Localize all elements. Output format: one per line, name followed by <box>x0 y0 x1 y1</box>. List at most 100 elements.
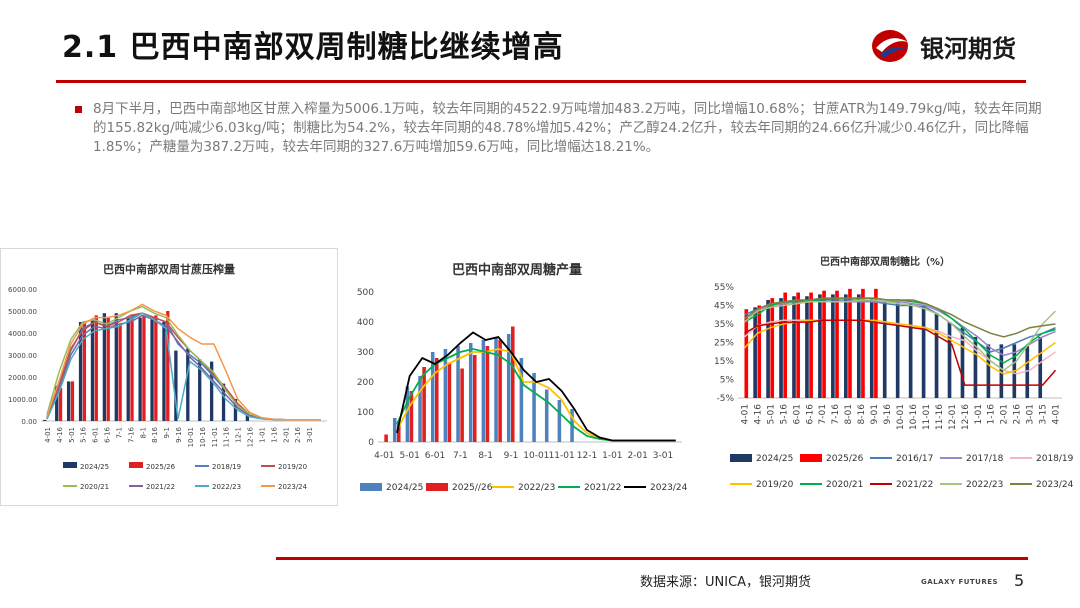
bar-202526 <box>874 288 878 398</box>
bar-202526 <box>435 358 439 442</box>
legend-swatch <box>63 462 77 468</box>
x-tick-label: 11-01 <box>922 404 932 430</box>
legend-swatch <box>800 454 822 462</box>
data-source: 数据来源：UNICA，银河期货 <box>640 575 812 590</box>
x-tick-label: 1-01 <box>974 404 984 424</box>
bar-202526 <box>58 388 63 421</box>
bar-202526 <box>757 305 762 398</box>
bar-202526 <box>809 292 813 398</box>
legend-label: 2025/26 <box>146 463 176 471</box>
x-tick-label: 7-1 <box>453 451 468 461</box>
legend-label: 2018/19 <box>1036 454 1074 464</box>
legend-label: 2022/23 <box>212 483 241 491</box>
bar-202425 <box>869 298 874 398</box>
bar-202425 <box>126 317 130 421</box>
line-201920 <box>46 312 321 421</box>
x-tick-label: 10-01 <box>523 451 549 461</box>
bar-202526 <box>770 298 775 398</box>
y-tick-label: 5% <box>720 376 735 386</box>
bar-202425 <box>934 312 939 398</box>
bar-202425 <box>481 340 486 442</box>
bar-202425 <box>986 344 991 398</box>
x-tick-label: 4-16 <box>56 426 64 442</box>
x-tick-label: 11-01 <box>211 427 219 447</box>
chart-title: 巴西中南部双周制糖比（%） <box>820 255 950 268</box>
y-tick-label: 25% <box>714 339 734 349</box>
y-tick-label: 55% <box>714 283 734 293</box>
x-tick-label: 9-01 <box>870 404 880 424</box>
y-tick-label: 3000.00 <box>8 352 37 360</box>
x-tick-label: 9-16 <box>883 404 893 425</box>
x-tick-label: 6-01 <box>425 451 445 461</box>
bar-202425 <box>779 298 783 398</box>
y-tick-label: 15% <box>714 357 734 367</box>
x-tick-label: 4-16 <box>753 404 763 425</box>
bar-202425 <box>844 294 848 398</box>
y-tick-label: 200 <box>357 378 374 388</box>
y-tick-label: 0.00 <box>21 418 37 426</box>
header-divider <box>56 80 1026 83</box>
legend-swatch <box>360 483 382 491</box>
bar-202526 <box>498 340 502 442</box>
bar-202425 <box>494 337 498 442</box>
legend-label: 2021/22 <box>146 483 175 491</box>
line-202324 <box>46 303 321 421</box>
legend-label: 2023/24 <box>650 483 688 493</box>
bar-202526 <box>384 434 388 442</box>
x-tick-label: 8-16 <box>151 426 159 442</box>
line-202223 <box>744 299 1057 372</box>
x-tick-label: 10-16 <box>909 404 919 430</box>
bar-202425 <box>66 381 71 421</box>
bar-202425 <box>468 343 473 442</box>
y-tick-label: 300 <box>357 348 374 358</box>
bar-202425 <box>186 348 190 421</box>
galaxy-logo: 银河期货 <box>870 26 1030 66</box>
bar-202526 <box>796 292 800 398</box>
bar-202425 <box>947 322 952 398</box>
x-tick-label: 9-1 <box>163 427 171 438</box>
bar-202425 <box>162 322 166 421</box>
x-tick-label: 12-01 <box>948 404 958 430</box>
line-202324 <box>396 331 676 442</box>
bar-202425 <box>443 349 448 442</box>
summary-text: 8月下半月，巴西中南部地区甘蔗入榨量为5006.1万吨，较去年同期的4522.9… <box>93 101 1042 155</box>
bar-202425 <box>856 294 861 398</box>
bar-202425 <box>895 301 900 398</box>
legend-label: 2021/22 <box>584 483 621 493</box>
line-202122 <box>744 319 1057 386</box>
x-tick-label: 4-01 <box>374 451 394 461</box>
page-title: 2.1 巴西中南部双周制糖比继续增高 <box>62 30 564 65</box>
bar-202526 <box>409 391 414 442</box>
x-tick-label: 4-01 <box>740 404 750 424</box>
line-202122 <box>396 348 676 442</box>
x-tick-label: 12-16 <box>961 404 971 430</box>
bar-202425 <box>150 317 154 421</box>
x-tick-label: 9-16 <box>175 426 183 442</box>
x-tick-label: 12-1 <box>577 451 597 461</box>
bar-202425 <box>519 358 524 442</box>
line-202122 <box>46 314 321 421</box>
y-tick-label: 500 <box>357 288 374 298</box>
bar-202425 <box>90 319 95 421</box>
x-tick-label: 2-16 <box>294 426 302 442</box>
legend-swatch <box>129 462 143 468</box>
x-tick-label: 2-01 <box>1000 404 1010 424</box>
bar-202526 <box>130 315 134 421</box>
y-tick-label: 6000.00 <box>8 286 37 294</box>
y-tick-label: 35% <box>714 320 734 330</box>
bar-202425 <box>138 317 142 421</box>
bar-202425 <box>766 299 770 398</box>
bar-202526 <box>861 288 865 398</box>
bar-202425 <box>418 376 422 442</box>
bar-202425 <box>818 294 822 398</box>
x-tick-label: 12-1 <box>235 427 243 443</box>
bar-202425 <box>805 296 809 398</box>
footer-brand: GALAXY FUTURES <box>921 578 999 586</box>
bar-202425 <box>233 399 238 421</box>
y-tick-label: 4000.00 <box>8 330 37 338</box>
logo-text: 银河期货 <box>920 35 1016 63</box>
bar-202425 <box>78 322 83 421</box>
legend-label: 2020/21 <box>826 480 863 490</box>
bar-202526 <box>166 311 170 421</box>
bar-202425 <box>921 305 926 398</box>
